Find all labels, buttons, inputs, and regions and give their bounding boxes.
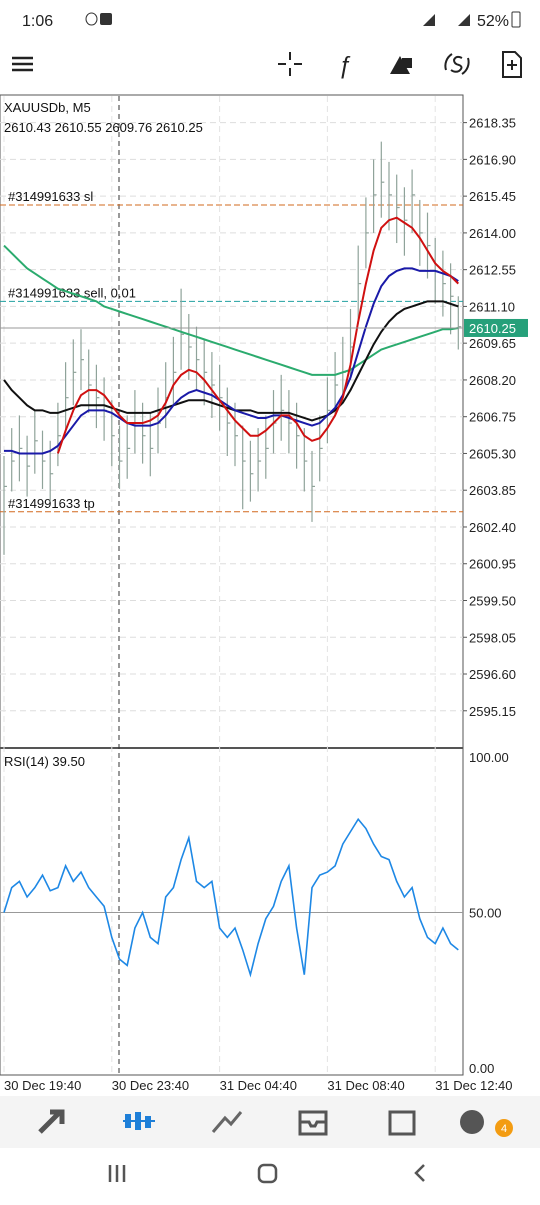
ohlc-label: 2610.43 2610.55 2609.76 2610.25 — [4, 120, 203, 135]
recents-button[interactable] — [108, 1165, 126, 1182]
symbol-label: XAUUSDb, M5 — [4, 100, 91, 115]
y-tick-label: 2598.05 — [469, 630, 516, 645]
x-tick-label: 31 Dec 12:40 — [435, 1078, 512, 1093]
x-tick-label: 31 Dec 08:40 — [327, 1078, 404, 1093]
home-button[interactable] — [257, 1163, 278, 1184]
y-tick-label: 2615.45 — [469, 189, 516, 204]
y-tick-label: 2606.75 — [469, 410, 516, 425]
trade-tab[interactable] — [211, 1111, 243, 1133]
y-tick-label: 2614.00 — [469, 226, 516, 241]
indicators-button[interactable]: ƒ — [338, 52, 351, 79]
ma-line — [3, 300, 459, 422]
price-box — [464, 318, 528, 337]
ma-line — [3, 244, 459, 376]
menu-button[interactable] — [12, 56, 33, 72]
signal-icon — [423, 14, 435, 26]
new-order-button[interactable] — [502, 51, 522, 78]
y-tick-label: 2618.35 — [469, 116, 516, 131]
y-tick-label: 2602.40 — [469, 520, 516, 535]
y-tick-label: 2596.60 — [469, 667, 516, 682]
price-label: 2610.25 — [469, 321, 516, 336]
chat-badge-count: 4 — [501, 1123, 507, 1135]
status-icon — [85, 12, 98, 26]
status-battery: 52% — [477, 13, 509, 30]
y-tick-label: 2603.85 — [469, 483, 516, 498]
y-tick-label: 100.00 — [469, 750, 509, 765]
y-tick-label: 2612.55 — [469, 263, 516, 278]
y-tick-label: 0.00 — [469, 1061, 494, 1076]
x-tick-label: 31 Dec 04:40 — [220, 1078, 297, 1093]
chat-badge — [495, 1119, 513, 1137]
ma-line — [4, 267, 459, 455]
order-label: #314991633 sl — [8, 189, 93, 204]
status-icon — [100, 13, 112, 25]
rsi-line — [3, 817, 459, 978]
chart-tab[interactable] — [123, 1112, 155, 1130]
chat-tab[interactable] — [460, 1110, 484, 1134]
y-tick-label: 2599.50 — [469, 593, 516, 608]
status-time: 1:06 — [22, 13, 53, 30]
signal-icon — [458, 14, 470, 26]
back-button[interactable] — [414, 1164, 425, 1182]
news-tab[interactable] — [388, 1110, 416, 1136]
objects-button[interactable] — [390, 56, 412, 74]
y-tick-label: 2608.20 — [469, 373, 516, 388]
x-tick-label: 30 Dec 19:40 — [4, 1078, 81, 1093]
ma-line — [56, 216, 460, 454]
y-tick-label: 50.00 — [469, 906, 502, 921]
x-tick-label: 30 Dec 23:40 — [112, 1078, 189, 1093]
trade-button[interactable] — [444, 53, 470, 75]
quotes-tab[interactable] — [38, 1109, 65, 1134]
y-tick-label: 2605.30 — [469, 446, 516, 461]
y-tick-label: 2616.90 — [469, 152, 516, 167]
y-tick-label: 2600.95 — [469, 557, 516, 572]
bottom-nav — [0, 1096, 540, 1148]
crosshair-button[interactable] — [278, 52, 302, 76]
order-label: #314991633 tp — [8, 496, 95, 511]
chart-frame — [0, 94, 464, 1076]
y-tick-label: 2609.65 — [469, 336, 516, 351]
battery-icon — [511, 11, 521, 28]
rsi-label: RSI(14) 39.50 — [4, 754, 85, 769]
y-tick-label: 2611.10 — [469, 299, 515, 314]
y-tick-label: 2595.15 — [469, 704, 516, 719]
history-tab[interactable] — [298, 1110, 328, 1136]
